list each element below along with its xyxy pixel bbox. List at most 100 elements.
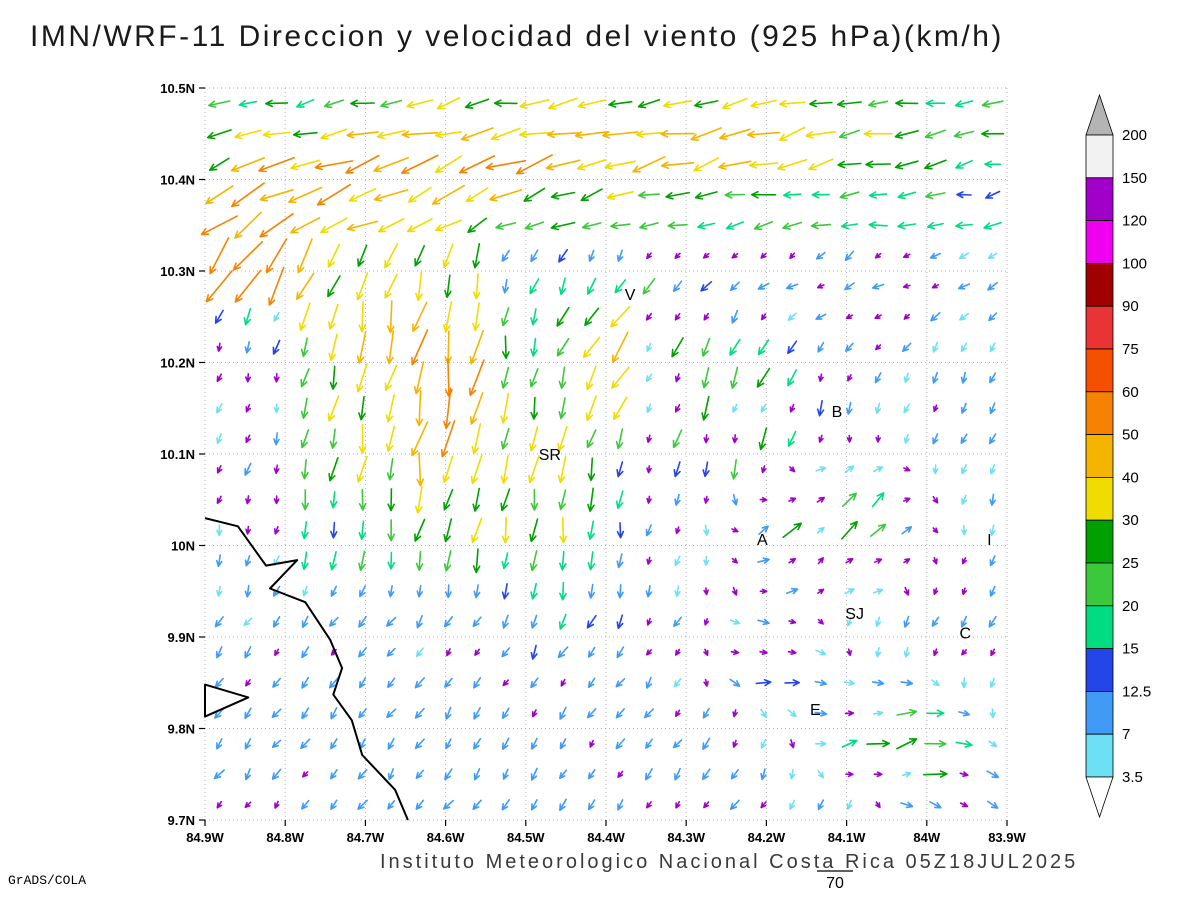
wind-arrow [209, 157, 230, 171]
wind-arrow [902, 283, 911, 289]
wind-arrow [559, 517, 567, 544]
wind-arrow [471, 517, 483, 544]
wind-arrow [645, 738, 653, 749]
wind-arrow [589, 739, 595, 748]
wind-arrow [472, 616, 482, 628]
wind-arrow [753, 220, 774, 231]
wind-arrow [730, 366, 739, 389]
wind-arrow [265, 238, 288, 274]
wind-arrow [616, 461, 624, 478]
wind-arrow [273, 464, 280, 474]
wind-arrow [671, 337, 684, 358]
wind-arrow [515, 154, 553, 175]
wind-arrow [330, 521, 338, 539]
wind-arrow [216, 585, 223, 597]
wind-arrow [981, 100, 1004, 108]
wind-arrow [844, 710, 855, 717]
wind-arrow [230, 157, 266, 172]
wind-arrow [988, 615, 997, 628]
wind-arrow [214, 616, 224, 628]
wind-arrow [502, 278, 510, 294]
wind-arrow [932, 371, 939, 384]
wind-arrow [273, 403, 280, 414]
wind-arrow [300, 738, 311, 750]
wind-arrow [989, 464, 996, 475]
wind-arrow [673, 280, 683, 293]
wind-arrow [646, 495, 652, 504]
wind-arrow [718, 160, 752, 170]
wind-arrow [550, 221, 576, 231]
wind-arrow [373, 189, 409, 202]
wind-arrow [243, 617, 253, 627]
wind-arrow [816, 400, 825, 417]
wind-arrow [960, 615, 968, 628]
wind-arrow [958, 710, 970, 717]
wind-arrow [757, 339, 770, 356]
station-label-a: A [757, 532, 768, 549]
wind-arrow [903, 252, 911, 258]
wind-arrow [216, 433, 223, 445]
wind-arrow [272, 677, 281, 688]
wind-arrow [472, 243, 481, 269]
wind-arrow [356, 363, 368, 393]
wind-arrow [245, 404, 251, 413]
wind-arrow [472, 302, 480, 332]
wind-arrow [473, 768, 481, 781]
wind-arrow [357, 799, 368, 810]
wind-arrow [582, 336, 601, 359]
wind-arrow [615, 490, 624, 509]
wind-arrow [846, 401, 853, 415]
wind-arrow [875, 434, 881, 443]
wind-arrow [530, 644, 538, 660]
wind-arrow [559, 769, 568, 780]
wind-arrow [530, 337, 538, 357]
wind-arrow [646, 465, 652, 474]
wind-arrow [530, 308, 538, 326]
wind-arrow [415, 271, 423, 301]
wind-arrow [843, 679, 855, 686]
x-tick-label: 84.8W [266, 830, 304, 845]
station-label-sj: SJ [845, 606, 864, 623]
wind-arrow [414, 677, 425, 689]
wind-arrow [502, 737, 510, 750]
colorbar-segment [1085, 691, 1114, 735]
wind-arrow [209, 237, 230, 275]
wind-arrow [665, 191, 690, 200]
wind-arrow [703, 678, 709, 687]
wind-arrow [587, 457, 596, 482]
wind-arrow [215, 646, 223, 659]
wind-arrow [244, 768, 251, 781]
wind-arrow [444, 677, 453, 688]
wind-arrow [468, 359, 485, 397]
wind-arrow [987, 252, 998, 259]
wind-arrow [675, 800, 681, 809]
wind-arrow [443, 799, 454, 810]
wind-arrow [693, 157, 720, 172]
wind-arrow [845, 342, 854, 352]
wind-arrow [523, 187, 546, 202]
wind-arrow [616, 553, 624, 569]
colorbar-segment [1085, 733, 1114, 778]
wind-arrow [959, 312, 969, 321]
wind-arrow [703, 312, 710, 321]
wind-arrow [760, 801, 767, 809]
wind-arrow [443, 518, 453, 543]
wind-arrow [244, 646, 252, 659]
wind-arrow [604, 160, 637, 170]
page-number: 70 [826, 875, 844, 892]
wind-arrow [900, 679, 914, 687]
wind-arrow [989, 372, 997, 384]
wind-arrow [556, 306, 570, 327]
wind-arrow [646, 801, 652, 809]
wind-arrow [750, 190, 777, 199]
wind-arrow [868, 191, 888, 199]
wind-arrow [932, 341, 939, 353]
wind-arrow [245, 495, 251, 505]
wind-arrow [989, 555, 996, 567]
wind-arrow [274, 525, 280, 535]
wind-arrow [758, 525, 769, 535]
wind-arrow [933, 648, 939, 657]
colorbar-segment [1085, 519, 1114, 564]
wind-arrow [408, 186, 432, 203]
wind-arrow [272, 615, 281, 628]
